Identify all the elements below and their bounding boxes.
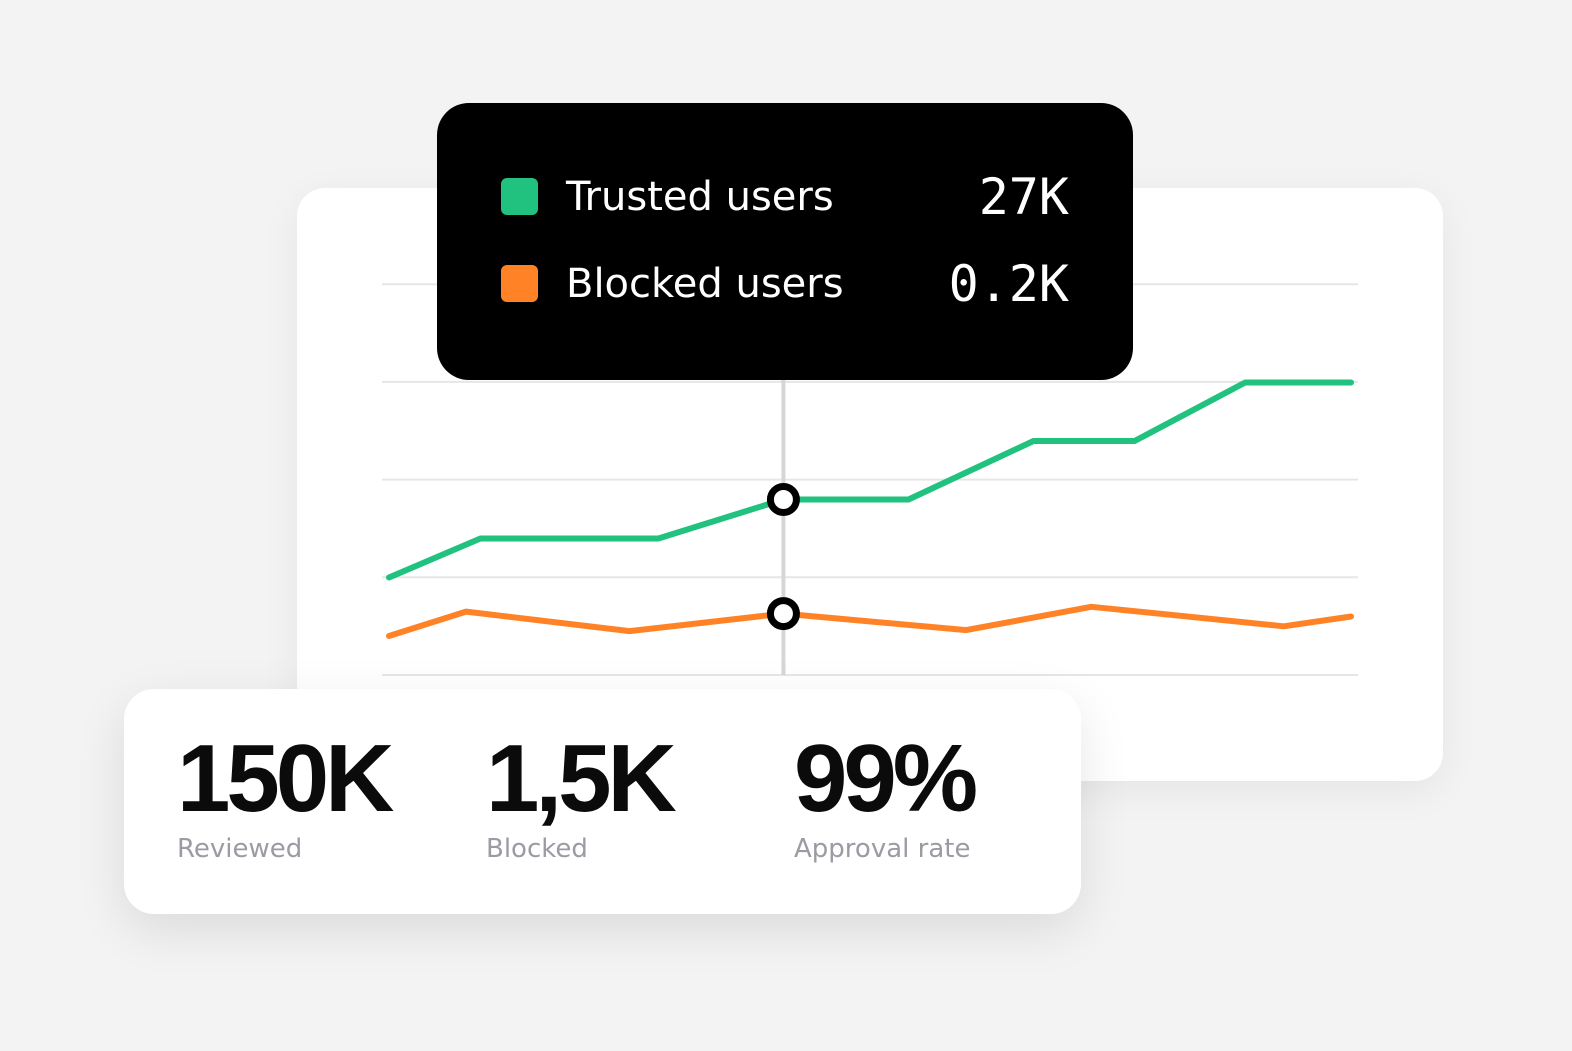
stat-value-approval-rate: 99% bbox=[794, 725, 978, 832]
blocked-users-value: 0.2K bbox=[948, 255, 1069, 313]
chart-tooltip: Trusted users 27K Blocked users 0.2K bbox=[437, 103, 1133, 380]
trusted-users-value: 27K bbox=[978, 168, 1069, 226]
stat-blocked: 1,5K Blocked bbox=[486, 725, 677, 866]
stat-label-approval-rate: Approval rate bbox=[794, 834, 971, 864]
blocked-users-label: Blocked users bbox=[566, 261, 844, 307]
tooltip-row-trusted: Trusted users 27K bbox=[501, 167, 1069, 227]
hover-marker-trusted bbox=[766, 483, 800, 516]
stat-label-blocked: Blocked bbox=[486, 834, 588, 864]
blocked-swatch-icon bbox=[501, 265, 538, 302]
stat-value-blocked: 1,5K bbox=[486, 725, 677, 832]
hover-marker-blocked bbox=[766, 597, 800, 631]
stat-reviewed: 150K Reviewed bbox=[177, 725, 394, 866]
series-line-trusted bbox=[386, 379, 1354, 581]
trusted-swatch-icon bbox=[501, 178, 538, 215]
stats-card: 150K Reviewed 1,5K Blocked 99% Approval … bbox=[124, 689, 1081, 914]
trusted-users-label: Trusted users bbox=[566, 174, 834, 220]
series-line-blocked bbox=[386, 603, 1354, 639]
stat-label-reviewed: Reviewed bbox=[177, 834, 303, 864]
stat-value-reviewed: 150K bbox=[177, 725, 394, 832]
tooltip-row-blocked: Blocked users 0.2K bbox=[501, 254, 1069, 314]
stat-approval-rate: 99% Approval rate bbox=[794, 725, 978, 866]
